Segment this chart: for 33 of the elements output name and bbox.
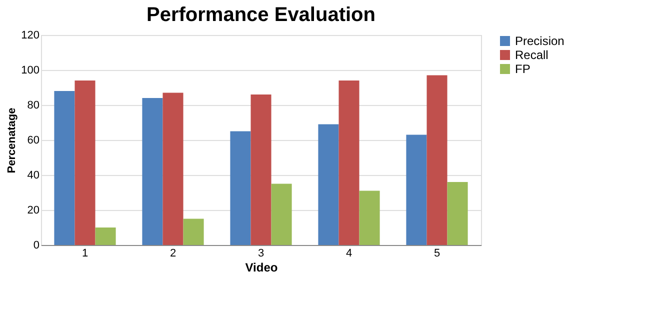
x-tick-label: 4: [346, 248, 352, 260]
bar: [74, 80, 96, 245]
legend-label: Recall: [515, 48, 548, 62]
bar: [162, 92, 184, 245]
y-tick-label: 0: [33, 240, 40, 252]
bar: [142, 98, 163, 245]
bar: [250, 94, 272, 245]
bar: [95, 228, 116, 245]
bar: [426, 75, 448, 245]
bar: [54, 91, 75, 245]
x-tick-label: 5: [434, 248, 440, 260]
chart-title: Performance Evaluation: [146, 4, 376, 26]
bar: [447, 182, 468, 245]
x-tick-label: 3: [258, 248, 264, 260]
x-tick-label: 1: [82, 248, 88, 260]
y-tick-label: 20: [27, 204, 40, 216]
legend-label: Precision: [515, 34, 564, 48]
y-tick-label: 100: [21, 64, 40, 76]
y-tick-label: 120: [21, 30, 40, 42]
y-axis-title: Percenatage: [6, 108, 18, 174]
y-tick-label: 60: [27, 134, 40, 146]
x-tick-label: 2: [170, 248, 176, 260]
x-axis-title: Video: [245, 260, 278, 274]
bar: [230, 131, 251, 245]
bar: [183, 218, 204, 245]
y-tick-label: 40: [27, 170, 40, 182]
bar: [271, 184, 292, 245]
bar: [406, 134, 427, 245]
bar: [338, 80, 360, 245]
bar: [359, 190, 380, 245]
legend-label: FP: [515, 62, 530, 76]
bar: [318, 124, 339, 245]
y-tick-label: 80: [27, 100, 40, 112]
